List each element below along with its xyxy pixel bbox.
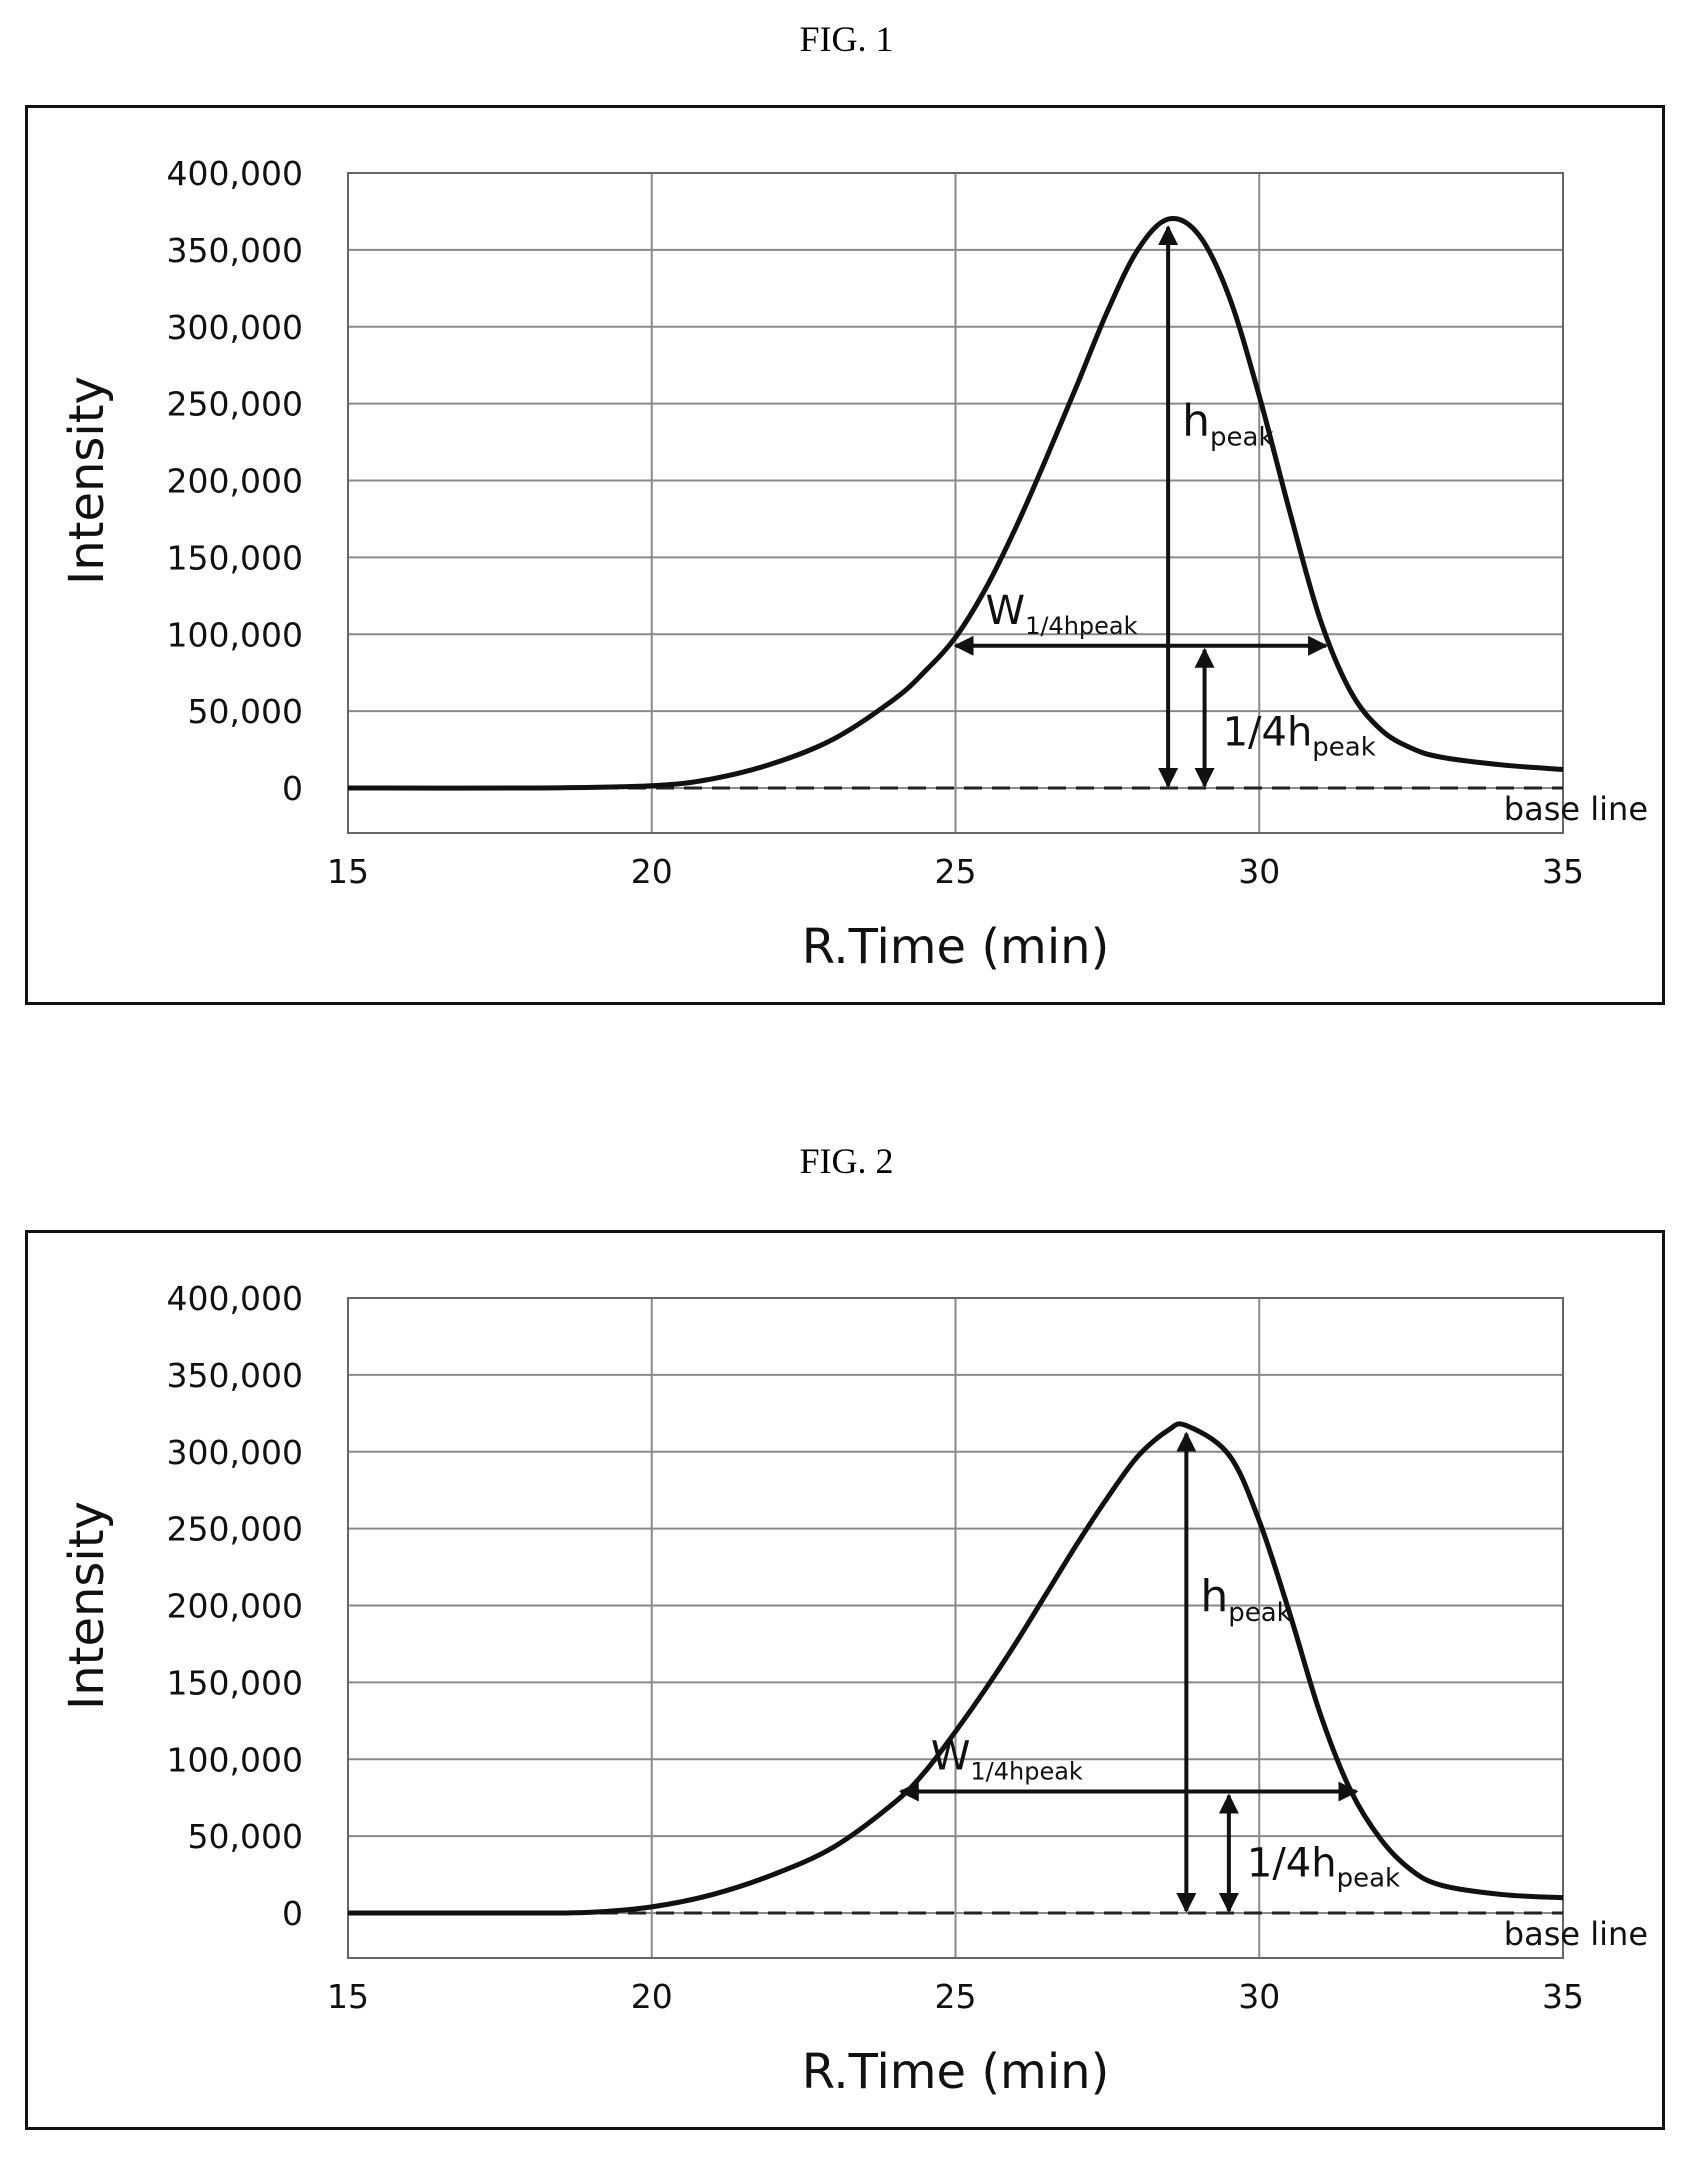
y-tick-label: 0 bbox=[282, 769, 303, 808]
grid-lines bbox=[347, 172, 1564, 833]
x-axis-title: R.Time (min) bbox=[802, 919, 1110, 975]
figure-1-chart: 0 50,000 100,000 150,000 200,000 250,000 300,0… bbox=[25, 105, 1665, 1005]
y-axis-title: Intensity bbox=[59, 376, 115, 585]
y-tick-label: 200,000 bbox=[167, 1587, 303, 1626]
y-tick-label: 150,000 bbox=[167, 1663, 303, 1702]
x-tick-label: 15 bbox=[327, 852, 369, 891]
figure-2-plot: 0 50,000 100,000 150,000 200,000 250,000 300,0… bbox=[59, 1279, 1648, 2100]
y-tick-label: 400,000 bbox=[167, 1279, 303, 1318]
baseline-label: base line bbox=[1504, 790, 1648, 828]
quarter-width-label: W1/4hpeak bbox=[931, 1734, 1083, 1786]
grid-lines bbox=[347, 1297, 1564, 1958]
y-tick-label: 400,000 bbox=[167, 154, 303, 193]
x-tick-label: 20 bbox=[631, 1977, 673, 2016]
intensity-curve bbox=[347, 216, 1564, 791]
y-tick-label: 300,000 bbox=[167, 1433, 303, 1472]
plot-area-border bbox=[347, 172, 1564, 834]
y-tick-label: 50,000 bbox=[188, 1817, 303, 1856]
y-tick-label: 300,000 bbox=[167, 308, 303, 347]
y-tick-label: 350,000 bbox=[167, 231, 303, 270]
quarter-height-label: 1/4hpeak bbox=[1223, 709, 1376, 762]
x-tick-label: 35 bbox=[1542, 1977, 1584, 2016]
figure-1-caption: FIG. 1 bbox=[799, 19, 894, 59]
y-tick-label: 150,000 bbox=[167, 538, 303, 577]
figure-1-plot: 0 50,000 100,000 150,000 200,000 250,000 300,0… bbox=[59, 154, 1648, 975]
y-tick-label: 100,000 bbox=[167, 615, 303, 654]
y-tick-label: 200,000 bbox=[167, 462, 303, 501]
quarter-height-label: 1/4hpeak bbox=[1247, 1841, 1400, 1894]
x-axis-title: R.Time (min) bbox=[802, 2044, 1110, 2100]
figure-2-chart: 0 50,000 100,000 150,000 200,000 250,000 300,0… bbox=[25, 1230, 1665, 2130]
x-tick-label: 25 bbox=[935, 1977, 977, 2016]
y-tick-label: 100,000 bbox=[167, 1740, 303, 1779]
peak-height-label: hpeak bbox=[1200, 1571, 1291, 1628]
y-tick-label: 250,000 bbox=[167, 1510, 303, 1549]
y-tick-label: 0 bbox=[282, 1894, 303, 1933]
peak-height-label: hpeak bbox=[1182, 395, 1273, 452]
x-tick-label: 30 bbox=[1238, 852, 1280, 891]
x-tick-label: 25 bbox=[935, 852, 977, 891]
x-tick-label: 30 bbox=[1238, 1977, 1280, 2016]
x-tick-label: 15 bbox=[327, 1977, 369, 2016]
figure-2-caption: FIG. 2 bbox=[799, 1141, 894, 1181]
quarter-width-label: W1/4hpeak bbox=[986, 588, 1138, 640]
x-tick-label: 20 bbox=[631, 852, 673, 891]
baseline-label: base line bbox=[1504, 1915, 1648, 1953]
plot-area-border bbox=[347, 1297, 1564, 1959]
y-tick-label: 50,000 bbox=[188, 692, 303, 731]
x-tick-label: 35 bbox=[1542, 852, 1584, 891]
y-tick-label: 350,000 bbox=[167, 1356, 303, 1395]
y-axis-title: Intensity bbox=[59, 1501, 115, 1710]
y-tick-label: 250,000 bbox=[167, 385, 303, 424]
